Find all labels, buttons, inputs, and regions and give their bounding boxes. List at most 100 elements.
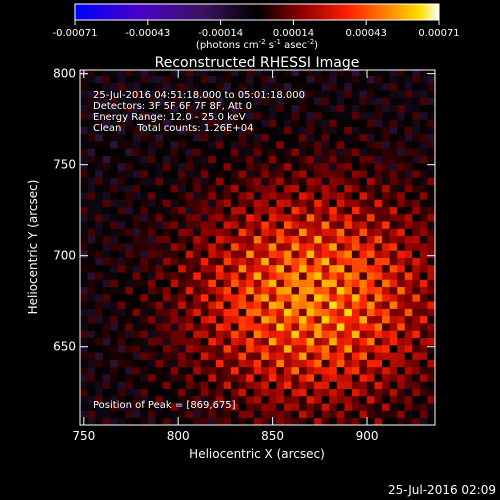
heatmap-cell	[389, 90, 398, 98]
heatmap-cell	[299, 301, 307, 309]
heatmap-cell	[125, 82, 134, 91]
heatmap-cell	[155, 82, 164, 91]
heatmap-cell	[163, 315, 172, 324]
heatmap-cell	[389, 330, 398, 339]
heatmap-cell	[397, 293, 406, 302]
heatmap-cell	[306, 417, 315, 425]
heatmap-cell	[185, 213, 194, 222]
heatmap-cell	[231, 191, 240, 200]
heatmap-cell	[155, 337, 164, 346]
heatmap-cell	[125, 206, 134, 215]
heatmap-cell	[351, 395, 360, 404]
heatmap-cell	[291, 162, 300, 171]
heatmap-cell	[351, 141, 360, 149]
heatmap-cell	[208, 213, 217, 222]
heatmap-cell	[329, 330, 338, 339]
heatmap-cell	[170, 352, 179, 360]
heatmap-cell	[404, 352, 413, 360]
heatmap-cell	[321, 250, 330, 258]
heatmap-cell	[253, 199, 262, 207]
heatmap-cell	[344, 97, 353, 105]
heatmap-cell	[95, 388, 104, 397]
heatmap-cell	[193, 228, 202, 237]
heatmap-cell	[283, 235, 292, 244]
heatmap-cell	[140, 191, 149, 200]
heatmap-cell	[178, 184, 187, 193]
heatmap-cell	[397, 82, 406, 91]
heatmap-cell	[185, 374, 194, 382]
heatmap-cell	[231, 264, 240, 273]
heatmap-cell	[314, 323, 323, 331]
heatmap-cell	[231, 359, 240, 368]
heatmap-cell	[351, 228, 360, 237]
heatmap-cell	[359, 90, 368, 98]
heatmap-cell	[87, 279, 96, 288]
heatmap-cell	[193, 403, 202, 411]
heatmap-cell	[276, 82, 285, 91]
heatmap-cell	[306, 213, 315, 222]
heatmap-cell	[261, 330, 270, 339]
heatmap-cell	[344, 162, 353, 171]
heatmap-cell	[246, 352, 255, 360]
heatmap-cell	[367, 191, 375, 200]
heatmap-cell	[125, 359, 134, 368]
heatmap-cell	[382, 352, 391, 360]
heatmap-cell	[382, 330, 391, 339]
heatmap-cell	[374, 148, 383, 156]
heatmap-cell	[404, 162, 413, 171]
heatmap-cell	[163, 126, 172, 135]
heatmap-cell	[80, 104, 88, 113]
heatmap-cell	[397, 366, 406, 375]
heatmap-cell	[125, 90, 134, 98]
heatmap-cell	[359, 315, 368, 324]
heatmap-cell	[102, 70, 111, 76]
heatmap-cell	[268, 235, 277, 244]
heatmap-cell	[419, 141, 428, 149]
heatmap-cell	[147, 395, 156, 404]
heatmap-cell	[215, 417, 224, 425]
heatmap-cell	[253, 279, 262, 288]
heatmap-cell	[155, 272, 164, 280]
heatmap-cell	[246, 293, 255, 302]
heatmap-cell	[374, 359, 383, 368]
heatmap-cell	[117, 141, 126, 149]
heatmap-cell	[367, 242, 375, 251]
heatmap-cell	[314, 162, 323, 171]
heatmap-cell	[132, 359, 141, 368]
heatmap-cell	[419, 104, 428, 113]
heatmap-cell	[163, 264, 172, 273]
heatmap-cell	[412, 90, 421, 98]
heatmap-cell	[80, 97, 88, 105]
heatmap-cell	[87, 293, 96, 302]
heatmap-cell	[314, 337, 323, 346]
heatmap-cell	[140, 257, 149, 266]
heatmap-cell	[163, 90, 172, 98]
heatmap-cell	[367, 344, 375, 353]
heatmap-cell	[389, 97, 398, 105]
heatmap-cell	[125, 417, 134, 425]
heatmap-cell	[427, 403, 435, 411]
heatmap-cell	[306, 395, 315, 404]
heatmap-cell	[344, 410, 353, 419]
heatmap-cell	[163, 199, 172, 207]
heatmap-cell	[382, 293, 391, 302]
heatmap-cell	[155, 359, 164, 368]
heatmap-cell	[170, 257, 179, 266]
heatmap-cell	[193, 417, 202, 425]
heatmap-cell	[140, 170, 149, 178]
heatmap-cell	[231, 286, 240, 295]
heatmap-cell	[359, 228, 368, 237]
heatmap-cell	[283, 104, 292, 113]
heatmap-cell	[412, 279, 421, 288]
heatmap-cell	[231, 272, 240, 280]
heatmap-cell	[276, 374, 285, 382]
heatmap-cell	[80, 308, 88, 317]
heatmap-cell	[397, 417, 406, 425]
heatmap-cell	[231, 388, 240, 397]
heatmap-cell	[238, 286, 247, 295]
heatmap-cell	[208, 104, 217, 113]
heatmap-cell	[223, 410, 232, 419]
heatmap-cell	[412, 337, 421, 346]
heatmap-cell	[246, 366, 255, 375]
heatmap-cell	[397, 242, 406, 251]
